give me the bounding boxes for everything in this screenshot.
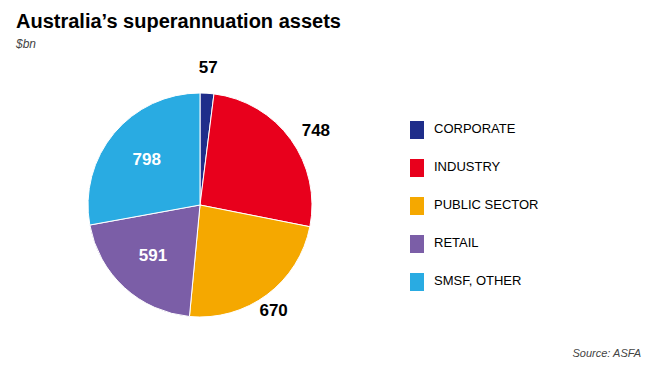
data-label: 591: [139, 246, 167, 265]
data-label: 57: [199, 58, 218, 77]
legend-label: CORPORATE: [434, 121, 516, 136]
legend-swatch: [410, 159, 424, 177]
title: Australia’s superannuation assets: [16, 10, 341, 32]
data-label: 748: [302, 121, 330, 140]
legend-label: RETAIL: [434, 235, 479, 250]
pie-slice: [200, 94, 312, 227]
legend: CORPORATE INDUSTRY PUBLIC SECTOR RETAIL SMSF…: [410, 121, 539, 291]
legend-swatch: [410, 273, 424, 291]
legend-swatch: [410, 197, 424, 215]
data-label: 670: [259, 301, 287, 320]
legend-label: SMSF, OTHER: [434, 273, 521, 288]
pie-slice: [189, 205, 309, 317]
pie: [88, 93, 312, 317]
legend-label: PUBLIC SECTOR: [434, 197, 539, 212]
legend-swatch: [410, 121, 424, 139]
pie-slice: [88, 93, 200, 225]
legend-swatch: [410, 235, 424, 253]
legend-label: INDUSTRY: [434, 159, 501, 174]
annotation: Source: ASFA: [573, 347, 641, 359]
data-label: 798: [132, 150, 160, 169]
data-labels: 57 748 670 591 798: [132, 58, 330, 320]
subtitle: $bn: [15, 37, 36, 51]
chart: Australia’s superannuation assets $bn 57 74…: [0, 0, 649, 365]
